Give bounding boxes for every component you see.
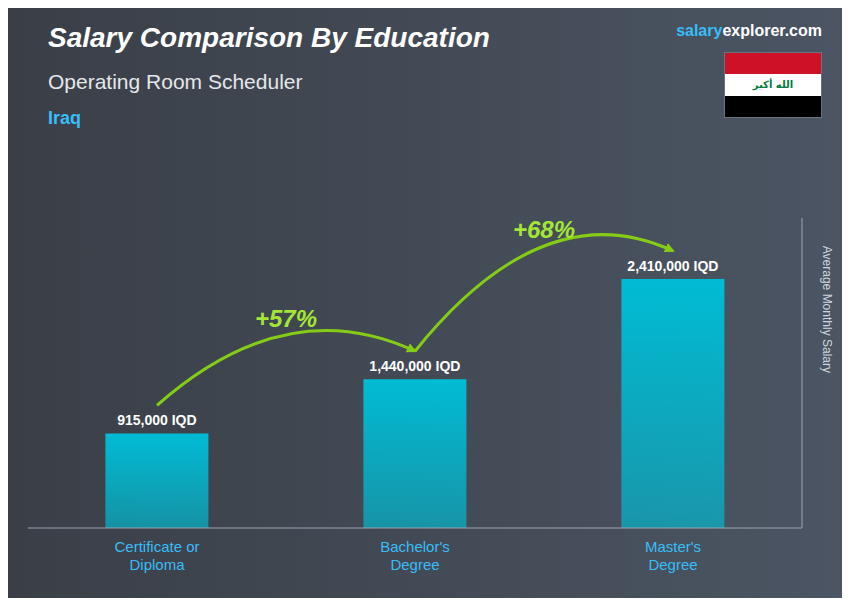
html-text:الله أكبر: الله أكبر	[752, 79, 794, 91]
html-text:Salary Comparison By Education: Salary Comparison By Education	[48, 22, 490, 53]
html-text:Operating Room Scheduler: Operating Room Scheduler	[48, 70, 303, 93]
svg-text:Master'sDegree: Master'sDegree	[645, 538, 701, 573]
svg-text:+68%: +68%	[513, 216, 575, 243]
html-text:salary explorer.com: salary explorer.com	[676, 22, 822, 39]
svg-text:Average Monthly Salary: Average Monthly Salary	[820, 246, 834, 373]
svg-text:1,440,000 IQD: 1,440,000 IQD	[369, 358, 460, 374]
html-text:Iraq: Iraq	[48, 108, 81, 128]
svg-text:Certificate orDiploma: Certificate orDiploma	[114, 538, 199, 573]
svg-text:+57%: +57%	[255, 305, 317, 332]
svg-text:Bachelor'sDegree: Bachelor'sDegree	[380, 538, 450, 573]
svg-text:915,000 IQD: 915,000 IQD	[117, 412, 196, 428]
svg-text:2,410,000 IQD: 2,410,000 IQD	[627, 258, 718, 274]
